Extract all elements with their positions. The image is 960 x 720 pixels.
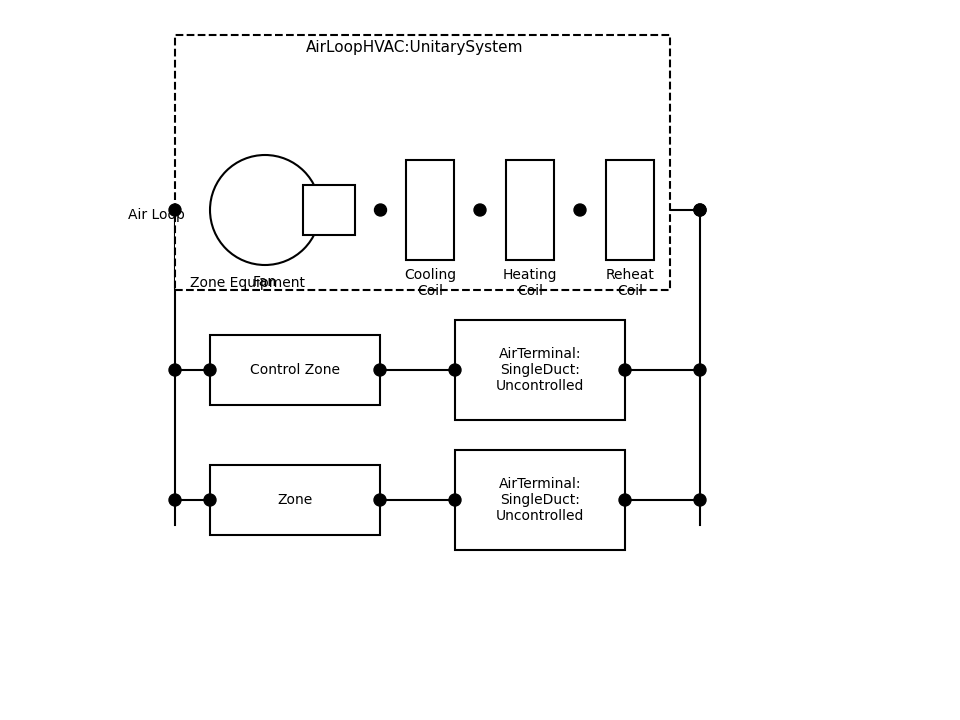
Bar: [210, 465, 380, 535]
Text: Heating
Coil: Heating Coil: [503, 268, 557, 298]
Bar: [606, 160, 654, 260]
Circle shape: [204, 494, 216, 506]
Circle shape: [574, 204, 586, 216]
Circle shape: [374, 204, 387, 216]
Circle shape: [449, 364, 461, 376]
Circle shape: [474, 204, 486, 216]
Circle shape: [694, 364, 706, 376]
Text: AirLoopHVAC:UnitarySystem: AirLoopHVAC:UnitarySystem: [306, 40, 524, 55]
Circle shape: [449, 494, 461, 506]
Bar: [175, 35, 670, 290]
Circle shape: [210, 155, 320, 265]
Text: AirTerminal:
SingleDuct:
Uncontrolled: AirTerminal: SingleDuct: Uncontrolled: [495, 347, 585, 393]
Circle shape: [694, 204, 706, 216]
Bar: [455, 320, 625, 420]
Bar: [455, 450, 625, 550]
Bar: [406, 160, 454, 260]
Circle shape: [169, 364, 181, 376]
Text: Zone Equipment: Zone Equipment: [190, 276, 305, 290]
Text: AirTerminal:
SingleDuct:
Uncontrolled: AirTerminal: SingleDuct: Uncontrolled: [495, 477, 585, 523]
Circle shape: [619, 364, 631, 376]
Circle shape: [619, 494, 631, 506]
Circle shape: [374, 494, 386, 506]
Text: Air Loop: Air Loop: [128, 208, 185, 222]
Circle shape: [169, 494, 181, 506]
Bar: [210, 335, 380, 405]
Circle shape: [204, 364, 216, 376]
Circle shape: [169, 204, 181, 216]
Bar: [506, 160, 554, 260]
Text: Fan: Fan: [252, 275, 277, 289]
Text: Zone: Zone: [277, 493, 313, 507]
Text: Control Zone: Control Zone: [250, 363, 340, 377]
Circle shape: [694, 204, 706, 216]
Circle shape: [374, 364, 386, 376]
Bar: [303, 185, 355, 235]
Text: Cooling
Coil: Cooling Coil: [404, 268, 456, 298]
Text: Reheat
Coil: Reheat Coil: [606, 268, 655, 298]
Circle shape: [694, 494, 706, 506]
